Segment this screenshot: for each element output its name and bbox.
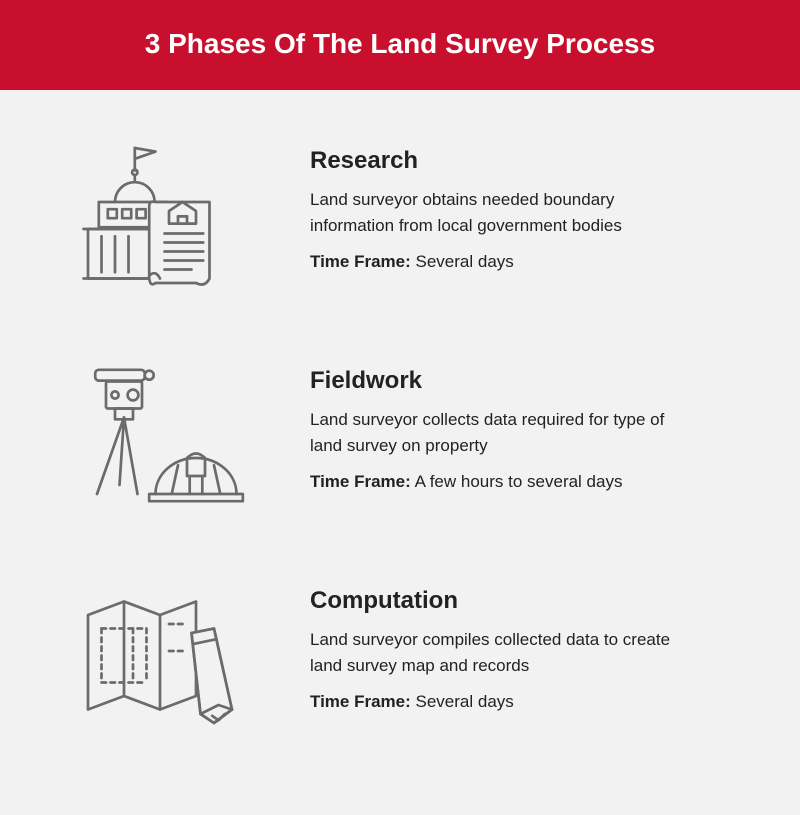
phase-text: Research Land surveyor obtains needed bo… xyxy=(310,135,740,272)
time-frame-value: Several days xyxy=(416,252,514,271)
time-frame: Time Frame: Several days xyxy=(310,692,740,712)
time-frame: Time Frame: Several days xyxy=(310,252,740,272)
government-document-icon xyxy=(60,135,260,295)
time-frame-value: A few hours to several days xyxy=(415,472,623,491)
survey-equipment-icon xyxy=(60,355,260,515)
time-frame-value: Several days xyxy=(416,692,514,711)
time-frame-label: Time Frame: xyxy=(310,472,411,491)
phase-title: Research xyxy=(310,147,740,175)
time-frame-label: Time Frame: xyxy=(310,692,411,711)
phases-container: Research Land surveyor obtains needed bo… xyxy=(0,90,800,815)
phase-text: Computation Land surveyor compiles colle… xyxy=(310,575,740,712)
phase-research: Research Land surveyor obtains needed bo… xyxy=(60,135,740,295)
phase-description: Land surveyor compiles collected data to… xyxy=(310,627,690,678)
map-pencil-icon xyxy=(60,575,260,735)
phase-title: Fieldwork xyxy=(310,367,740,395)
phase-description: Land surveyor collects data required for… xyxy=(310,407,690,458)
time-frame-label: Time Frame: xyxy=(310,252,411,271)
phase-computation: Computation Land surveyor compiles colle… xyxy=(60,575,740,735)
page-title: 3 Phases Of The Land Survey Process xyxy=(145,28,655,59)
phase-description: Land surveyor obtains needed boundary in… xyxy=(310,187,690,238)
phase-title: Computation xyxy=(310,587,740,615)
phase-text: Fieldwork Land surveyor collects data re… xyxy=(310,355,740,492)
header-banner: 3 Phases Of The Land Survey Process xyxy=(0,0,800,90)
phase-fieldwork: Fieldwork Land surveyor collects data re… xyxy=(60,355,740,515)
time-frame: Time Frame: A few hours to several days xyxy=(310,472,740,492)
